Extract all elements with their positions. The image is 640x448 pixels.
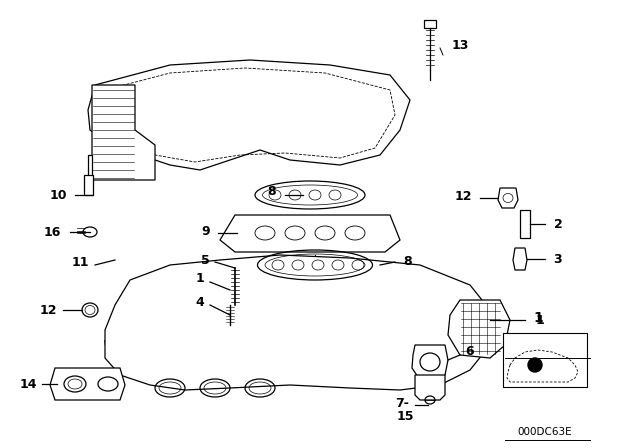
Text: 11: 11 bbox=[71, 255, 89, 268]
Text: 7-: 7- bbox=[395, 396, 409, 409]
Circle shape bbox=[528, 358, 542, 372]
Text: 1: 1 bbox=[196, 271, 204, 284]
Polygon shape bbox=[498, 188, 518, 208]
Polygon shape bbox=[412, 345, 448, 382]
Text: 14: 14 bbox=[19, 378, 36, 391]
Polygon shape bbox=[520, 210, 530, 238]
Text: 16: 16 bbox=[44, 225, 61, 238]
Polygon shape bbox=[513, 248, 527, 270]
Text: 1: 1 bbox=[533, 311, 543, 325]
Polygon shape bbox=[88, 60, 410, 170]
Polygon shape bbox=[503, 333, 587, 387]
Text: 12: 12 bbox=[39, 303, 57, 316]
Polygon shape bbox=[92, 85, 155, 180]
Text: 10: 10 bbox=[49, 189, 67, 202]
Text: 1: 1 bbox=[536, 314, 545, 327]
Text: 8: 8 bbox=[404, 254, 412, 267]
Text: 2: 2 bbox=[554, 217, 563, 231]
Text: 4: 4 bbox=[196, 296, 204, 309]
Text: 12: 12 bbox=[454, 190, 472, 202]
Text: 9: 9 bbox=[202, 224, 211, 237]
Polygon shape bbox=[220, 215, 400, 252]
Text: 6: 6 bbox=[466, 345, 474, 358]
Polygon shape bbox=[50, 368, 125, 400]
Text: 3: 3 bbox=[554, 253, 563, 266]
Text: 5: 5 bbox=[200, 254, 209, 267]
Polygon shape bbox=[88, 155, 92, 185]
Polygon shape bbox=[448, 300, 510, 358]
Text: 8: 8 bbox=[268, 185, 276, 198]
Text: 15: 15 bbox=[396, 409, 413, 422]
Text: 13: 13 bbox=[451, 39, 468, 52]
Text: 000DC63E: 000DC63E bbox=[518, 427, 572, 437]
Polygon shape bbox=[105, 255, 490, 390]
Polygon shape bbox=[415, 375, 445, 400]
Polygon shape bbox=[424, 20, 436, 28]
Polygon shape bbox=[84, 175, 93, 195]
